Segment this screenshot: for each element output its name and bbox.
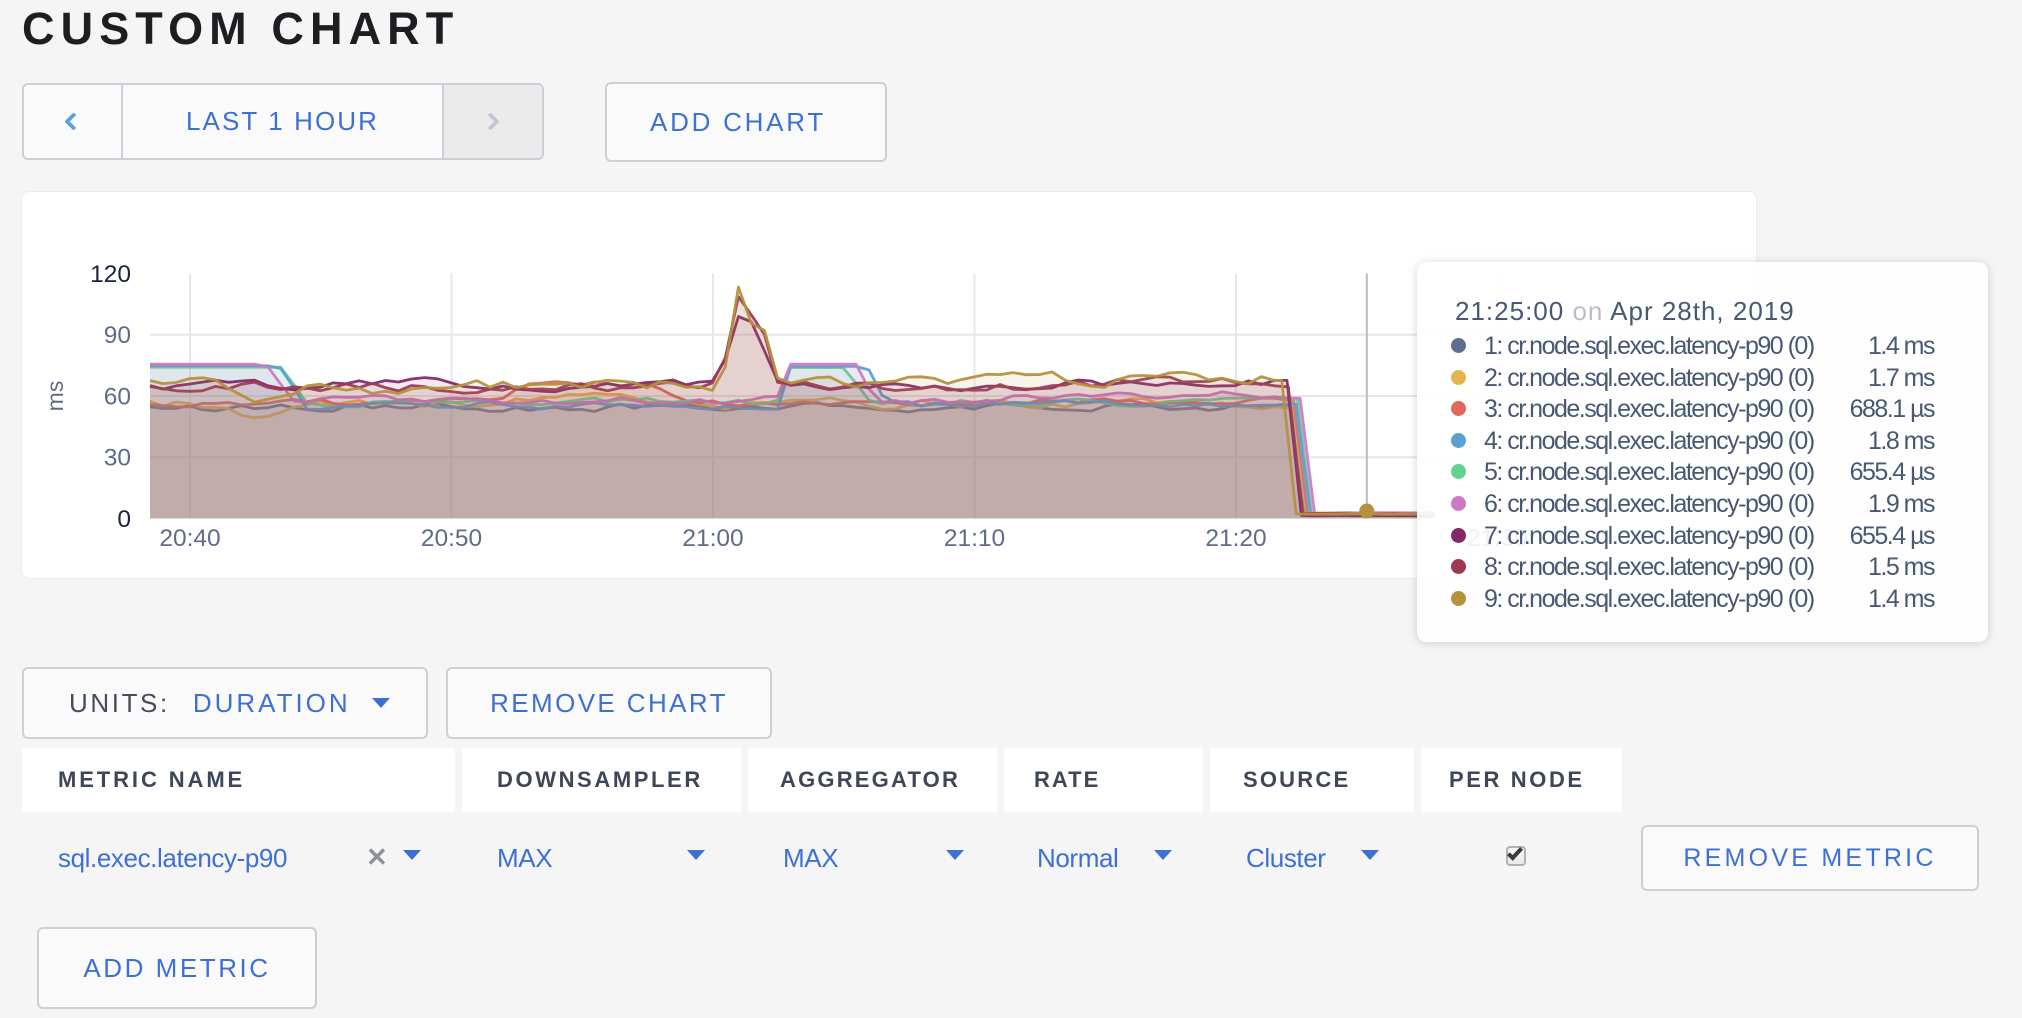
svg-text:60: 60 <box>104 384 131 411</box>
svg-text:21:00: 21:00 <box>682 525 743 552</box>
svg-text:0: 0 <box>117 506 131 533</box>
svg-text:21:20: 21:20 <box>1205 525 1266 552</box>
svg-text:ms: ms <box>42 381 68 412</box>
svg-text:120: 120 <box>90 261 131 288</box>
svg-text:21:10: 21:10 <box>944 525 1005 552</box>
svg-text:20:40: 20:40 <box>159 525 220 552</box>
svg-text:90: 90 <box>104 322 131 349</box>
svg-text:20:50: 20:50 <box>421 525 482 552</box>
svg-text:30: 30 <box>104 445 131 472</box>
